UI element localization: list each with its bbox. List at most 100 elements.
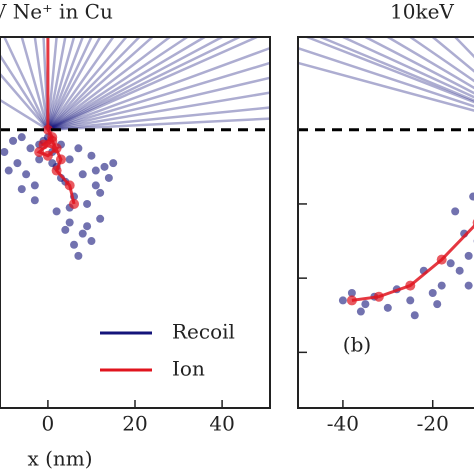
recoil-point <box>0 148 9 157</box>
recoil-ray <box>47 46 271 131</box>
recoil-point <box>104 173 113 182</box>
recoil-ray <box>47 91 271 131</box>
ion-point <box>373 291 384 302</box>
recoil-point <box>455 266 464 275</box>
recoil-point <box>48 159 57 168</box>
recoil-point <box>30 181 39 190</box>
recoil-ray <box>454 36 474 59</box>
recoil-ray <box>46 36 128 131</box>
recoil-ray <box>319 35 474 102</box>
x-tick-label: -40 <box>327 412 359 436</box>
recoil-point <box>74 251 83 260</box>
recoil-ray <box>47 35 223 131</box>
recoil-point <box>437 281 446 290</box>
recoil-ray <box>20 36 50 131</box>
recoil-ray <box>3 36 50 131</box>
recoil-point <box>52 207 61 216</box>
recoil-point <box>469 192 474 201</box>
recoil-point <box>30 196 39 205</box>
ion-point <box>64 180 75 191</box>
recoil-point <box>96 214 105 223</box>
recoil-point <box>433 300 442 309</box>
recoil-point <box>356 307 365 316</box>
recoil-ray <box>47 35 206 131</box>
recoil-point <box>87 237 96 246</box>
ion-point <box>405 280 416 291</box>
recoil-point <box>464 281 473 290</box>
recoil-point <box>61 225 70 234</box>
recoil-point <box>26 144 35 153</box>
recoil-point <box>65 218 74 227</box>
recoil-point <box>9 136 18 145</box>
recoil-point <box>428 288 437 297</box>
x-tick-label: -20 <box>417 412 449 436</box>
recoil-ray <box>387 35 474 90</box>
recoil-ray <box>46 36 115 131</box>
ion-point <box>51 143 62 154</box>
recoil-point <box>17 185 26 194</box>
recoil-ray <box>47 35 241 131</box>
ion-point <box>38 139 49 150</box>
recoil-point <box>446 259 455 268</box>
x-tick-label: 40 <box>209 412 234 436</box>
recoil-point <box>17 133 26 142</box>
x-tick-label: 20 <box>122 412 147 436</box>
x-tick-label: 0 <box>42 412 55 436</box>
recoil-point <box>4 166 13 175</box>
recoil-point <box>451 207 460 216</box>
panel-label: (b) <box>343 333 371 357</box>
ion-point <box>47 135 58 146</box>
recoil-ray <box>46 36 93 131</box>
recoil-point <box>70 240 79 249</box>
recoil-ray <box>431 36 474 73</box>
recoil-ray <box>46 36 102 131</box>
recoil-ray <box>364 35 474 95</box>
recoil-ray <box>47 35 258 131</box>
x-axis-label: x (nm) <box>27 447 92 471</box>
recoil-ray <box>0 73 49 131</box>
recoil-point <box>78 229 87 238</box>
recoil-point <box>410 311 419 320</box>
recoil-ray <box>47 76 271 131</box>
ion-point <box>42 150 53 161</box>
recoil-point <box>100 162 109 171</box>
recoil-ray <box>46 36 76 131</box>
recoil-ray <box>47 36 154 131</box>
recoil-ray <box>33 36 50 130</box>
recoil-ray <box>47 35 188 131</box>
ion-point <box>436 254 447 265</box>
recoil-ray <box>0 54 49 131</box>
recoil-point <box>83 199 92 208</box>
ion-point <box>51 165 62 176</box>
recoil-ray <box>46 36 84 131</box>
legend-label: Ion <box>172 357 205 381</box>
recoil-point <box>361 300 370 309</box>
recoil-point <box>65 155 74 164</box>
ion-point <box>42 124 53 135</box>
recoil-point <box>22 170 31 179</box>
recoil-point <box>347 288 356 297</box>
legend-label: Recoil <box>172 320 235 344</box>
recoil-point <box>406 296 415 305</box>
recoil-ray <box>297 46 474 108</box>
recoil-ray <box>409 35 474 83</box>
recoil-point <box>87 151 96 160</box>
recoil-point <box>109 159 118 168</box>
panel-title: V Ne⁺ in Cu <box>0 0 113 24</box>
recoil-ray <box>297 61 474 112</box>
recoil-ray <box>306 35 474 104</box>
recoil-point <box>91 166 100 175</box>
recoil-point <box>464 251 473 260</box>
recoil-point <box>96 188 105 197</box>
recoil-point <box>35 155 44 164</box>
recoil-ray <box>47 36 141 131</box>
recoil-point <box>338 296 347 305</box>
recoil-ray <box>47 36 171 131</box>
recoil-ray <box>46 36 67 130</box>
panel-title: 10keV <box>390 0 454 24</box>
recoil-point <box>13 159 22 168</box>
recoil-point <box>91 181 100 190</box>
recoil-point <box>74 144 83 153</box>
